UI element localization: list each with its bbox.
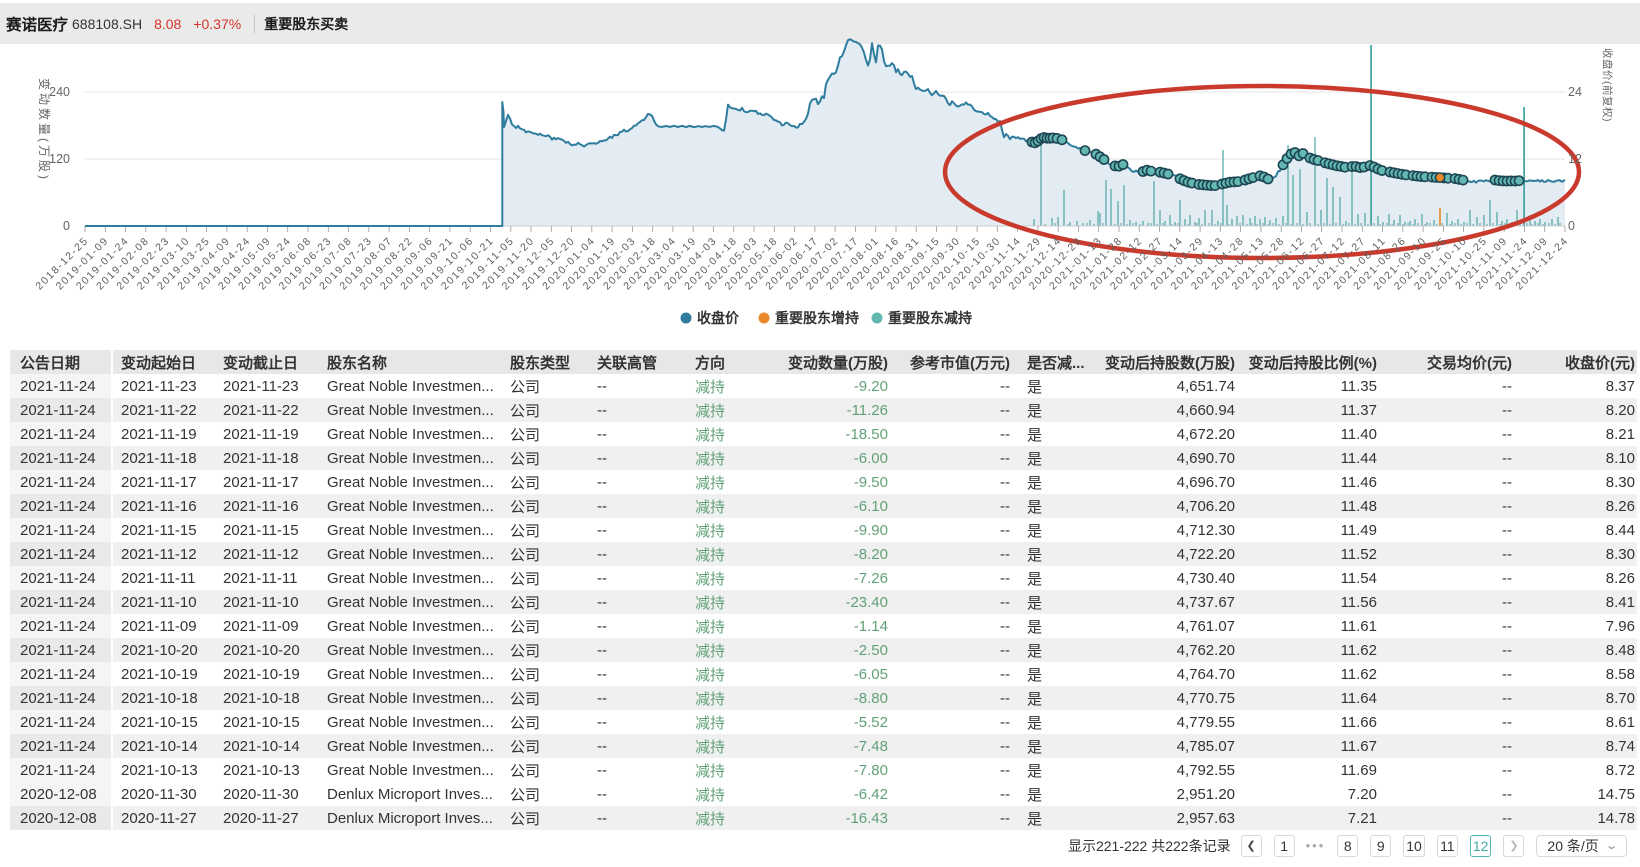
svg-text:0: 0: [63, 219, 70, 233]
svg-text:重要股东增持: 重要股东增持: [775, 310, 859, 326]
svg-text:240: 240: [49, 85, 70, 99]
svg-text:变动数量(万股): 变动数量(万股): [37, 78, 52, 182]
svg-text:收盘价(前复权): 收盘价(前复权): [1601, 48, 1614, 122]
svg-text:24: 24: [1568, 85, 1582, 99]
svg-text:收盘价: 收盘价: [697, 310, 740, 326]
svg-text:0: 0: [1568, 219, 1575, 233]
svg-text:重要股东减持: 重要股东减持: [888, 310, 972, 326]
svg-text:12: 12: [1568, 152, 1582, 166]
svg-text:120: 120: [49, 152, 70, 166]
